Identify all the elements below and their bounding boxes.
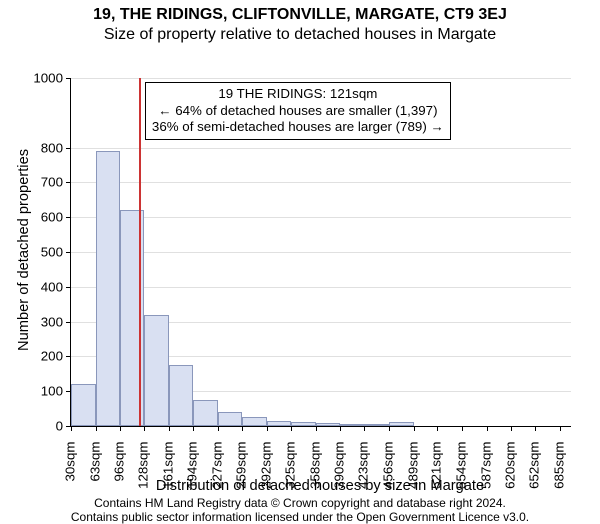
ytick-label: 500 [25, 245, 63, 260]
ytick-mark [66, 217, 71, 218]
xtick-label: 456sqm [380, 442, 395, 502]
annotation-line-2: ← 64% of detached houses are smaller (1,… [152, 103, 444, 120]
xtick-label: 587sqm [478, 442, 493, 502]
xtick-label: 259sqm [233, 442, 248, 502]
xtick-mark [242, 426, 243, 431]
xtick-label: 128sqm [136, 442, 151, 502]
xtick-mark [291, 426, 292, 431]
ytick-label: 800 [25, 140, 63, 155]
xtick-label: 325sqm [283, 442, 298, 502]
property-indicator-line [139, 78, 141, 426]
chart-subtitle: Size of property relative to detached ho… [0, 26, 600, 44]
annotation-line-3: 36% of semi-detached houses are larger (… [152, 119, 444, 136]
ytick-mark [66, 78, 71, 79]
xtick-mark [169, 426, 170, 431]
histogram-bar [193, 400, 218, 426]
xtick-mark [535, 426, 536, 431]
address-title: 19, THE RIDINGS, CLIFTONVILLE, MARGATE, … [0, 6, 600, 24]
ytick-mark [66, 252, 71, 253]
grid-line [71, 252, 571, 253]
xtick-label: 358sqm [307, 442, 322, 502]
chart-container: 19, THE RIDINGS, CLIFTONVILLE, MARGATE, … [0, 6, 600, 506]
xtick-mark [340, 426, 341, 431]
ytick-label: 1000 [25, 71, 63, 86]
histogram-bar [96, 151, 121, 426]
xtick-mark [316, 426, 317, 431]
footer-line-2: Contains public sector information licen… [0, 510, 600, 524]
xtick-label: 489sqm [405, 442, 420, 502]
histogram-bar [218, 412, 242, 426]
ytick-label: 600 [25, 210, 63, 225]
xtick-mark [364, 426, 365, 431]
xtick-label: 63sqm [87, 442, 102, 502]
xtick-label: 423sqm [356, 442, 371, 502]
xtick-label: 390sqm [331, 442, 346, 502]
grid-line [71, 148, 571, 149]
ytick-mark [66, 287, 71, 288]
xtick-mark [511, 426, 512, 431]
xtick-label: 620sqm [503, 442, 518, 502]
histogram-bar [267, 421, 292, 426]
xtick-label: 292sqm [258, 442, 273, 502]
ytick-mark [66, 322, 71, 323]
ytick-mark [66, 356, 71, 357]
xtick-mark [193, 426, 194, 431]
ytick-label: 0 [25, 419, 63, 434]
xtick-mark [389, 426, 390, 431]
xtick-mark [437, 426, 438, 431]
ytick-label: 200 [25, 349, 63, 364]
xtick-mark [218, 426, 219, 431]
plot-area: 19 THE RIDINGS: 121sqm ← 64% of detached… [70, 78, 571, 427]
xtick-label: 161sqm [160, 442, 175, 502]
xtick-mark [560, 426, 561, 431]
xtick-mark [414, 426, 415, 431]
histogram-bar [71, 384, 96, 426]
grid-line [71, 78, 571, 79]
xtick-label: 30sqm [63, 442, 78, 502]
xtick-mark [462, 426, 463, 431]
ytick-label: 700 [25, 175, 63, 190]
histogram-bar [389, 422, 414, 426]
xtick-mark [96, 426, 97, 431]
grid-line [71, 182, 571, 183]
histogram-bar [144, 315, 169, 426]
xtick-label: 554sqm [454, 442, 469, 502]
xtick-label: 521sqm [429, 442, 444, 502]
annotation-box: 19 THE RIDINGS: 121sqm ← 64% of detached… [145, 82, 451, 140]
ytick-mark [66, 182, 71, 183]
xtick-mark [120, 426, 121, 431]
histogram-bar [316, 423, 340, 426]
xtick-mark [487, 426, 488, 431]
xtick-label: 652sqm [527, 442, 542, 502]
xtick-mark [144, 426, 145, 431]
xtick-mark [267, 426, 268, 431]
xtick-mark [71, 426, 72, 431]
histogram-bar [364, 424, 389, 426]
xtick-label: 685sqm [551, 442, 566, 502]
histogram-bar [242, 417, 267, 426]
histogram-bar [291, 422, 316, 426]
annotation-line-1: 19 THE RIDINGS: 121sqm [152, 86, 444, 103]
histogram-bar [169, 365, 194, 426]
ytick-label: 100 [25, 384, 63, 399]
grid-line [71, 217, 571, 218]
ytick-mark [66, 148, 71, 149]
xtick-label: 194sqm [185, 442, 200, 502]
ytick-label: 300 [25, 314, 63, 329]
xtick-label: 96sqm [112, 442, 127, 502]
histogram-bar [340, 424, 365, 426]
xtick-label: 227sqm [210, 442, 225, 502]
ytick-label: 400 [25, 279, 63, 294]
grid-line [71, 287, 571, 288]
